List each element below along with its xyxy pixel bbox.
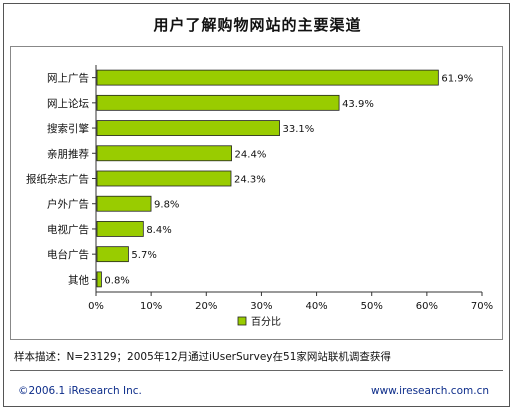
plot-area: 0% 10% 20% 30% 40% 50% 60% 70% 网上广告 61.9% 网上论坛 43.9…: [10, 46, 503, 340]
legend-swatch: [237, 316, 247, 326]
chart-frame: 用户了解购物网站的主要渠道 0% 10% 20% 30% 40% 50% 60% 70% 网上广…: [3, 3, 510, 407]
data-label: 24.4%: [235, 149, 267, 160]
x-tick-label: 0%: [88, 301, 104, 312]
x-tick-label: 30%: [250, 301, 272, 312]
bar: [96, 145, 232, 162]
category-label: 户外广告: [47, 198, 89, 211]
bar: [96, 94, 340, 111]
category-label: 其他: [68, 273, 89, 286]
bar: [96, 69, 439, 86]
category-label: 报纸杂志广告: [26, 173, 89, 186]
website-url: www.iresearch.com.cn: [370, 385, 489, 397]
x-tick-label: 20%: [195, 301, 217, 312]
category-label: 搜索引擎: [47, 122, 89, 135]
data-label: 8.4%: [146, 225, 171, 236]
x-tick-label: 70%: [471, 301, 493, 312]
data-label: 0.8%: [104, 275, 129, 286]
bar: [96, 221, 144, 237]
bar-chart: 0% 10% 20% 30% 40% 50% 60% 70% 网上广告 61.9% 网上论坛 43.9…: [26, 65, 493, 328]
x-tick-label: 50%: [361, 301, 383, 312]
bar: [96, 170, 232, 187]
x-tick-label: 10%: [140, 301, 162, 312]
bar: [96, 246, 129, 263]
bar: [96, 120, 280, 136]
data-label: 43.9%: [342, 99, 374, 110]
category-label: 网上论坛: [47, 97, 89, 110]
bar: [96, 195, 152, 212]
bar: [96, 271, 102, 288]
category-label: 亲朋推荐: [47, 147, 89, 160]
legend-label: 百分比: [251, 316, 281, 328]
sample-note: 样本描述：N=23129；2005年12月通过iUserSurvey在51家网站…: [14, 351, 391, 363]
data-label: 5.7%: [131, 250, 156, 261]
data-label: 24.3%: [234, 175, 266, 186]
category-label: 网上广告: [47, 72, 89, 85]
category-label: 电台广告: [47, 248, 89, 261]
divider: [10, 370, 503, 371]
data-label: 33.1%: [283, 124, 315, 135]
x-tick-label: 40%: [305, 301, 327, 312]
chart-title: 用户了解购物网站的主要渠道: [153, 16, 362, 34]
category-label: 电视广告: [47, 223, 89, 236]
data-label: 61.9%: [441, 74, 473, 85]
x-tick-label: 60%: [416, 301, 438, 312]
copyright-text: ©2006.1 iResearch Inc.: [18, 385, 142, 397]
data-label: 9.8%: [154, 200, 179, 211]
